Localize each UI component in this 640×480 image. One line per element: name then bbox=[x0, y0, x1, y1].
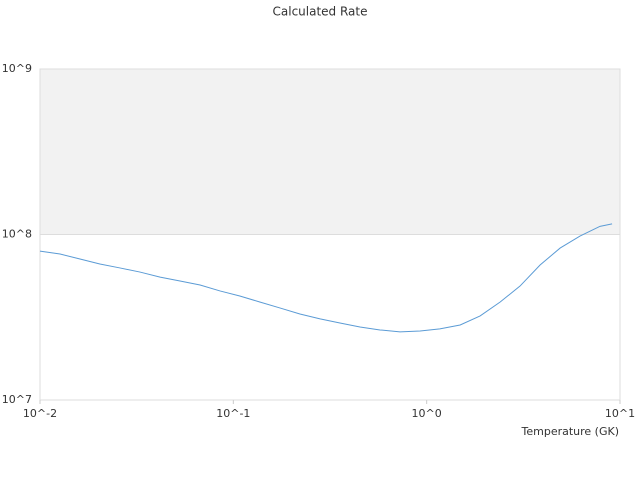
x-tick-label: 10^-2 bbox=[23, 407, 57, 420]
series-line bbox=[39, 223, 613, 333]
x-tick-label: 10^-1 bbox=[216, 407, 250, 420]
x-tick-label: 10^0 bbox=[412, 407, 442, 420]
x-tick-label: 10^1 bbox=[605, 407, 635, 420]
y-tick-label: 10^9 bbox=[2, 62, 32, 75]
chart-title: Calculated Rate bbox=[273, 5, 368, 19]
y-tick-label: 10^7 bbox=[2, 393, 32, 406]
plot-band bbox=[40, 69, 620, 235]
y-tick-label: 10^8 bbox=[2, 228, 32, 241]
x-axis-label: Temperature (GK) bbox=[521, 425, 620, 438]
